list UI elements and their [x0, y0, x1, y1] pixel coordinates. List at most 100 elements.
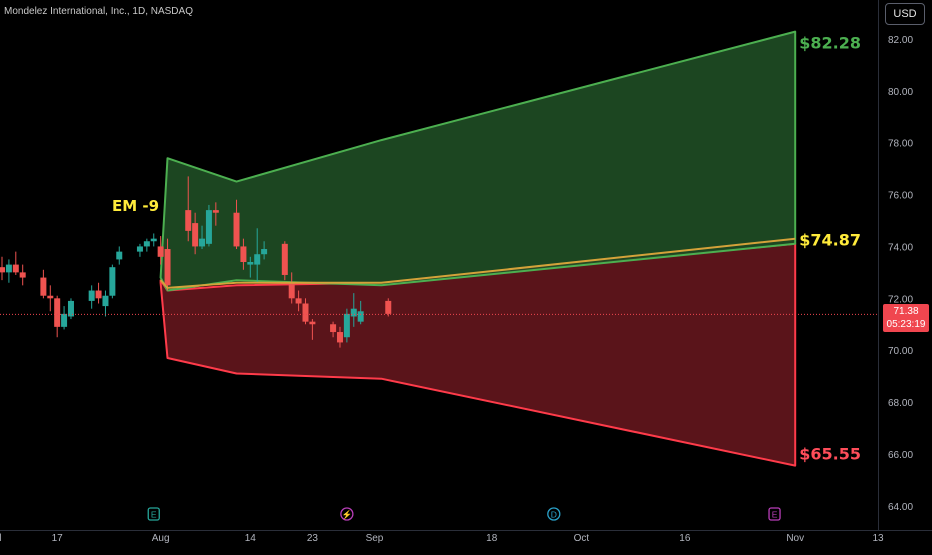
candle [88, 285, 95, 309]
event-marker-shape [547, 507, 561, 521]
last-price-countdown: 05:23:19 [886, 319, 926, 330]
candle [54, 295, 61, 338]
candle [199, 225, 206, 250]
candle [102, 290, 109, 317]
x-tick-label: 14 [245, 533, 257, 544]
candles-layer [0, 176, 392, 348]
candle-body [136, 246, 143, 252]
x-tick-label: Jul [0, 533, 2, 544]
mid-target-label: $74.87 [799, 231, 861, 250]
candle-body [192, 223, 199, 247]
y-tick-label: 70.00 [888, 346, 913, 357]
x-tick-label: 13 [872, 533, 884, 544]
candle [192, 212, 199, 255]
candle [350, 293, 357, 327]
candle [12, 251, 19, 275]
candle-body [95, 290, 102, 299]
candle [330, 321, 337, 338]
event-marker: E [768, 507, 781, 521]
em-annotation: EM -9 [112, 197, 159, 215]
candle-body [150, 238, 157, 242]
candle-body [281, 243, 288, 275]
candle-body [185, 210, 192, 231]
candle [336, 326, 343, 348]
x-tick-label: Nov [786, 533, 804, 544]
x-tick-label: 16 [679, 533, 691, 544]
candle-body [116, 251, 123, 260]
candle [116, 246, 123, 265]
y-axis: 64.00 66.00 68.00 70.00 72.00 74.00 76.00 78.00… [878, 0, 913, 530]
candle-body [385, 300, 392, 314]
candle [233, 199, 240, 250]
candle [67, 298, 74, 320]
candle-body [54, 298, 61, 327]
lower-zone-area [159, 242, 797, 467]
candle [343, 308, 350, 343]
candle [185, 176, 192, 242]
candle-body [288, 282, 295, 299]
candle [247, 256, 254, 278]
candle-body [157, 246, 164, 257]
candle-body [212, 210, 219, 213]
candle [5, 259, 12, 283]
candle-body [19, 272, 26, 278]
candle [309, 319, 316, 340]
candle-body [67, 300, 74, 317]
candle [385, 298, 392, 317]
candle-body [205, 210, 212, 244]
candle [95, 282, 102, 304]
candle-body [109, 267, 116, 296]
candle-body [309, 321, 316, 325]
candle-body [61, 313, 68, 327]
x-tick-label: 23 [307, 533, 319, 544]
candle-body [12, 264, 19, 273]
candle-body [143, 241, 150, 247]
candle [109, 264, 116, 299]
candle [212, 202, 219, 226]
zone-labels: $82.28 $74.87 $65.55 EM -9 [112, 34, 861, 464]
candle-body [47, 295, 54, 299]
candle [261, 241, 268, 260]
candle [254, 228, 261, 283]
upper-zone-area [159, 30, 797, 292]
candle [19, 264, 26, 286]
candle-body [164, 249, 171, 286]
chart-title: Mondelez International, Inc., 1D, NASDAQ [4, 6, 193, 17]
y-tick-label: 76.00 [888, 191, 913, 202]
candle [164, 238, 171, 291]
candle-body [254, 254, 261, 265]
candle-body [295, 298, 302, 304]
lower-target-label: $65.55 [799, 445, 861, 464]
event-marker-symbol: D [551, 510, 557, 520]
candle-body [261, 249, 268, 255]
currency-button[interactable]: USD [885, 3, 925, 25]
candle [0, 256, 5, 281]
event-marker: ⚡ [340, 507, 354, 521]
y-tick-label: 64.00 [888, 502, 913, 513]
upper-target-label: $82.28 [799, 34, 861, 53]
y-tick-label: 68.00 [888, 398, 913, 409]
candle-body [102, 295, 109, 307]
candle-body [0, 267, 5, 273]
candle-body [88, 290, 95, 301]
candle [47, 285, 54, 312]
candle-body [336, 332, 343, 343]
last-price-value: 71.38 [893, 306, 919, 317]
y-tick-label: 74.00 [888, 242, 913, 253]
x-tick-label: 18 [486, 533, 498, 544]
candle-body [5, 264, 12, 273]
y-tick-label: 78.00 [888, 139, 913, 150]
x-axis: Jul 17 Aug 14 23 Sep 18 Oct 16 Nov 13 [0, 530, 932, 544]
candle-body [357, 311, 364, 322]
event-marker: E [147, 507, 160, 521]
candle [143, 238, 150, 252]
x-tick-label: Sep [366, 533, 384, 544]
candle-body [240, 246, 247, 262]
x-tick-label: 17 [52, 533, 64, 544]
candle [150, 233, 157, 247]
candle-body [233, 212, 240, 247]
candle [40, 269, 47, 299]
candle [302, 298, 309, 325]
